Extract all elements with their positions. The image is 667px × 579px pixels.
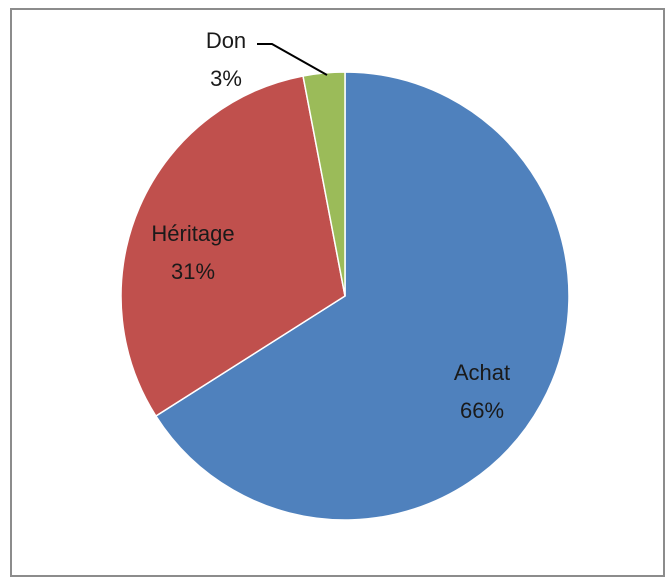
data-label-hritage-category: Héritage [151, 221, 234, 246]
pie-slice-hritage [120, 75, 346, 418]
data-label-don-category: Don [206, 28, 246, 53]
pie-slice-achat [154, 71, 570, 521]
data-label-don-percent: 3% [210, 66, 242, 91]
data-label-achat-category: Achat [454, 360, 510, 385]
leader-line-don [257, 43, 328, 76]
data-label-achat-percent: 66% [460, 398, 504, 423]
data-label-hritage-percent: 31% [171, 259, 215, 284]
